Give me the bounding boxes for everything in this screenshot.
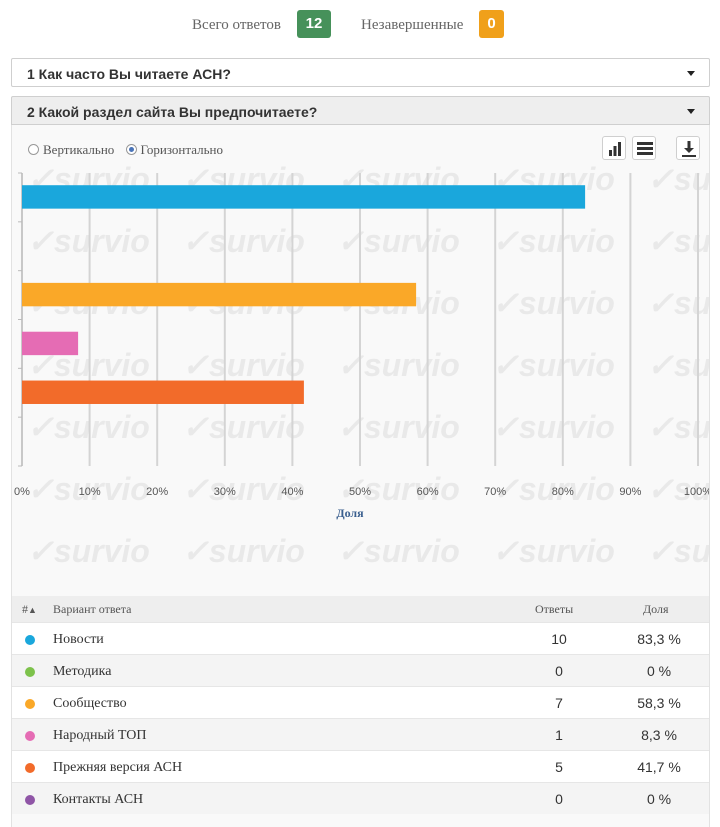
bar-chart-icon [609, 142, 621, 156]
legend-dot [25, 731, 35, 741]
table-row: Новости 10 83,3 % [12, 622, 709, 654]
total-responses-label: Всего ответов [192, 17, 281, 33]
table-row: Прежняя версия АСН 5 41,7 % [12, 750, 709, 782]
answer-count: 10 [551, 631, 567, 647]
response-summary: Всего ответов 12 Незавершенные 0 [0, 10, 720, 38]
share-column-header: Доля [643, 602, 669, 616]
answer-share: 0 % [646, 663, 672, 679]
results-table: #▲ Вариант ответа Ответы Доля Новости 10 8… [12, 596, 709, 814]
bar-3 [22, 282, 417, 307]
answer-count: 0 [555, 663, 563, 679]
incomplete-label: Незавершенные [361, 17, 464, 33]
table-row: Народный ТОП 1 8,3 % [12, 718, 709, 750]
x-axis-title: Доля [336, 506, 364, 520]
answer-share: 41,7 % [637, 759, 681, 775]
survio-watermark: ✓survio [182, 533, 305, 569]
table-header: #▲ Вариант ответа Ответы Доля [12, 596, 709, 622]
count-column-header: Ответы [535, 602, 574, 616]
chevron-down-icon[interactable] [687, 109, 695, 114]
question-1-header[interactable]: 1 Как часто Вы читаете АСН? [11, 58, 710, 87]
x-tick-label: 10% [79, 486, 101, 498]
question-2-header[interactable]: 2 Какой раздел сайта Вы предпочитаете? [11, 96, 710, 125]
survio-watermark: ✓survio [27, 533, 150, 569]
table-row: Методика 0 0 % [12, 654, 709, 686]
answer-share: 0 % [646, 791, 672, 807]
x-tick-label: 70% [484, 486, 506, 498]
x-tick-label: 30% [214, 486, 236, 498]
legend-dot [25, 667, 35, 677]
bar-5 [22, 380, 304, 404]
legend-dot [25, 763, 35, 773]
download-button[interactable] [676, 136, 700, 160]
survio-watermark: ✓survio [337, 533, 460, 569]
x-tick-label: 80% [552, 486, 574, 498]
answer-label: Новости [53, 632, 104, 647]
answer-label: Сообщество [53, 696, 127, 711]
question-1-title: 1 Как часто Вы читаете АСН? [27, 66, 231, 82]
answer-label: Методика [53, 664, 112, 679]
survio-watermark: ✓survio [492, 533, 615, 569]
x-tick-label: 20% [146, 486, 168, 498]
answer-share: 58,3 % [637, 695, 681, 711]
radio-vertical-label[interactable]: Вертикально [43, 142, 115, 157]
answer-count: 5 [555, 759, 563, 775]
x-tick-label: 100% [684, 486, 710, 498]
incomplete-badge: 0 [479, 10, 504, 38]
table-view-button[interactable] [632, 136, 656, 160]
legend-dot [25, 635, 35, 645]
table-row: Сообщество 7 58,3 % [12, 686, 709, 718]
table-body: Новости 10 83,3 % Методика 0 0 % Сообщество 7 58… [12, 622, 709, 814]
radio-vertical[interactable] [28, 144, 39, 155]
answer-label: Прежняя версия АСН [53, 760, 183, 775]
answer-count: 0 [555, 791, 563, 807]
bar-chart-button[interactable] [602, 136, 626, 160]
total-responses-badge: 12 [297, 10, 331, 38]
table-row: Контакты АСН 0 0 % [12, 782, 709, 814]
answer-count: 7 [555, 695, 563, 711]
answer-column-header: Вариант ответа [53, 602, 132, 616]
legend-dot [25, 699, 35, 709]
answer-label: Народный ТОП [53, 728, 147, 743]
orientation-switch: Вертикально Горизонтально [28, 142, 231, 158]
answer-share: 83,3 % [637, 631, 681, 647]
horizontal-bar-chart: 0% 10% 20% 30% 40% 50% 60% 70% 80% 90% 100% Доля [14, 172, 710, 520]
x-tick-label: 60% [417, 486, 439, 498]
legend-dot [25, 795, 35, 805]
answer-share: 8,3 % [641, 727, 677, 743]
answer-label: Контакты АСН [53, 792, 144, 807]
x-tick-label: 0% [14, 486, 30, 498]
question-2-panel: ✓survio✓survio✓survio✓survio✓survio✓surv… [11, 125, 710, 827]
radio-horizontal[interactable] [125, 144, 137, 155]
bar-1 [22, 185, 586, 209]
chevron-down-icon[interactable] [687, 71, 695, 76]
x-tick-label: 40% [281, 486, 303, 498]
table-icon [637, 142, 653, 155]
radio-horizontal-label[interactable]: Горизонтально [140, 142, 223, 157]
x-tick-label: 50% [349, 486, 371, 498]
x-tick-label: 90% [619, 486, 641, 498]
sort-by-number-header[interactable]: #▲ [22, 602, 37, 616]
survio-watermark: ✓survio [647, 533, 710, 569]
bar-4 [22, 331, 79, 356]
download-icon [682, 141, 696, 157]
question-2-title: 2 Какой раздел сайта Вы предпочитаете? [27, 104, 318, 120]
answer-count: 1 [555, 727, 563, 743]
